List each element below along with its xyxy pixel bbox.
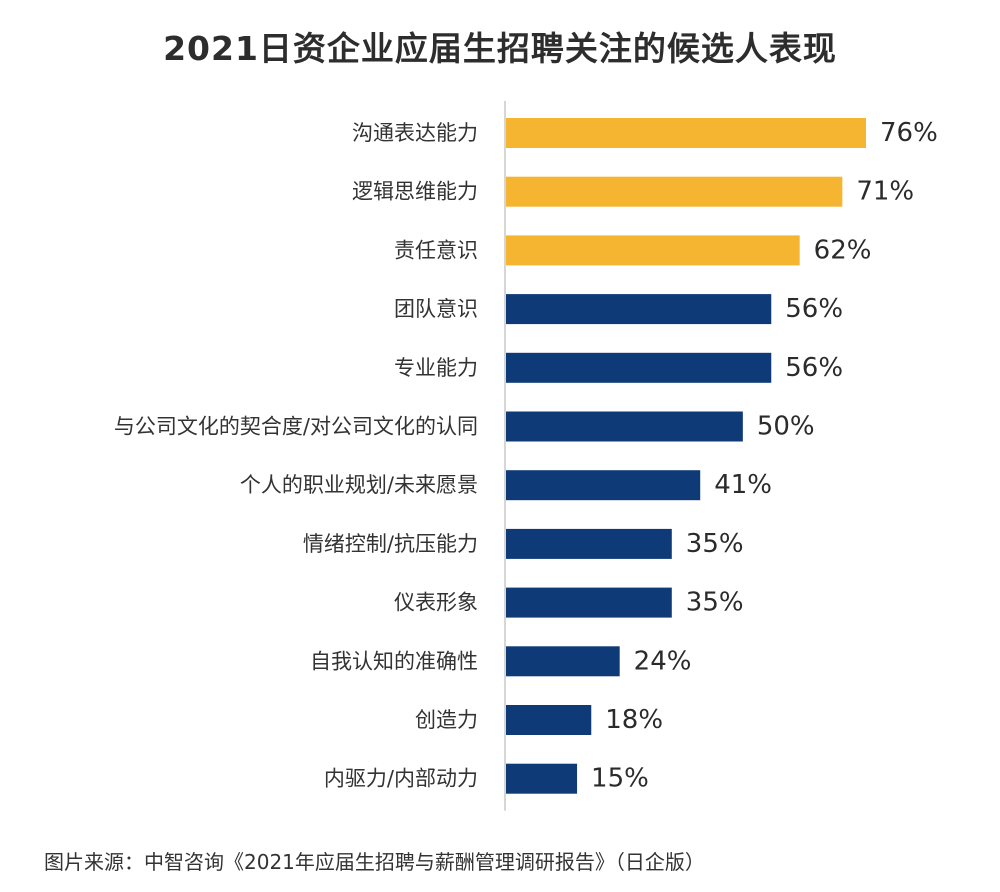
category-label: 责任意识 bbox=[394, 238, 478, 262]
value-label: 71% bbox=[856, 177, 914, 207]
category-label: 专业能力 bbox=[394, 356, 478, 380]
bar bbox=[506, 470, 701, 501]
category-label: 内驱力/内部动力 bbox=[324, 767, 478, 791]
bar bbox=[506, 235, 800, 266]
category-label: 与公司文化的契合度/对公司文化的认同 bbox=[114, 415, 478, 439]
bar bbox=[506, 528, 672, 559]
value-label: 35% bbox=[686, 529, 744, 559]
value-label: 50% bbox=[757, 412, 815, 442]
category-label: 沟通表达能力 bbox=[352, 121, 478, 145]
source-note: 图片来源：中智咨询《2021年应届生招聘与薪酬管理调研报告》（日企版） bbox=[44, 850, 705, 874]
value-label: 76% bbox=[880, 118, 938, 148]
category-label: 创造力 bbox=[415, 708, 478, 732]
category-label: 逻辑思维能力 bbox=[352, 180, 478, 204]
bar bbox=[506, 352, 772, 383]
category-label: 团队意识 bbox=[394, 297, 478, 321]
bar bbox=[506, 411, 743, 442]
bar bbox=[506, 118, 866, 148]
value-label: 62% bbox=[814, 235, 872, 265]
value-label: 15% bbox=[591, 764, 649, 794]
bar bbox=[506, 763, 578, 794]
category-label: 仪表形象 bbox=[394, 591, 478, 615]
value-label: 41% bbox=[714, 470, 772, 500]
bar bbox=[506, 176, 843, 207]
bar bbox=[506, 587, 672, 618]
value-label: 18% bbox=[605, 705, 663, 735]
bar bbox=[506, 705, 592, 735]
value-label: 56% bbox=[785, 353, 843, 383]
category-label: 自我认知的准确性 bbox=[310, 649, 478, 673]
chart-title: 2021日资企业应届生招聘关注的候选人表现 bbox=[163, 29, 837, 68]
category-label: 个人的职业规划/未来愿景 bbox=[240, 473, 478, 497]
value-label: 56% bbox=[785, 294, 843, 324]
bar bbox=[506, 646, 620, 677]
value-label: 35% bbox=[686, 588, 744, 618]
bar bbox=[506, 294, 772, 325]
category-label: 情绪控制/抗压能力 bbox=[303, 532, 478, 556]
value-label: 24% bbox=[634, 646, 692, 676]
